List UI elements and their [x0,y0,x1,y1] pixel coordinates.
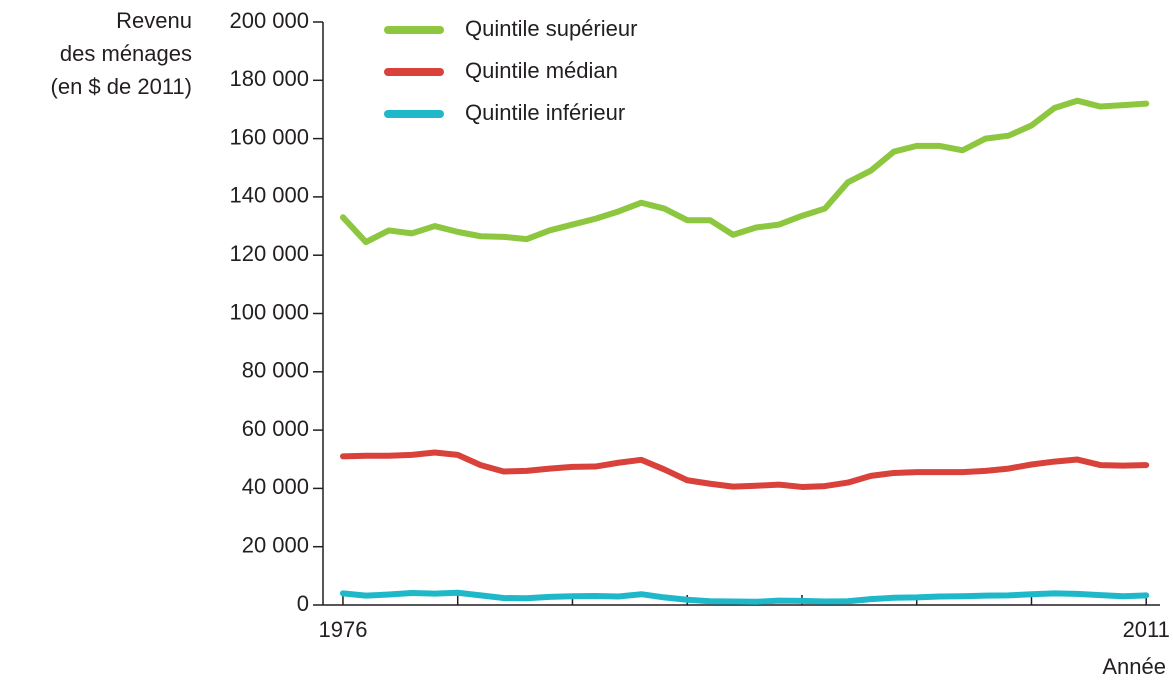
y-axis-title: (en $ de 2011) [51,74,192,99]
y-tick-label: 160 000 [229,124,309,149]
x-tick-label: 1976 [318,617,367,642]
x-tick-label: 2011 [1123,617,1170,642]
y-axis-title: des ménages [60,41,192,66]
y-tick-label: 140 000 [229,183,309,208]
x-axis-title: Année [1102,654,1166,679]
y-axis-title: Revenu [116,8,192,33]
y-tick-label: 80 000 [242,358,309,383]
y-tick-label: 120 000 [229,241,309,266]
series-line [339,449,1150,490]
y-tick-label: 20 000 [242,533,309,558]
series-line [339,97,1150,246]
y-tick-label: 200 000 [229,8,309,33]
legend-label: Quintile médian [465,58,618,83]
y-tick-label: 100 000 [229,299,309,324]
y-tick-label: 180 000 [229,66,309,91]
y-tick-label: 60 000 [242,416,309,441]
y-tick-label: 40 000 [242,474,309,499]
series-line [339,589,1150,605]
legend-label: Quintile inférieur [465,100,625,125]
y-tick-label: 0 [297,591,309,616]
legend-label: Quintile supérieur [465,16,637,41]
